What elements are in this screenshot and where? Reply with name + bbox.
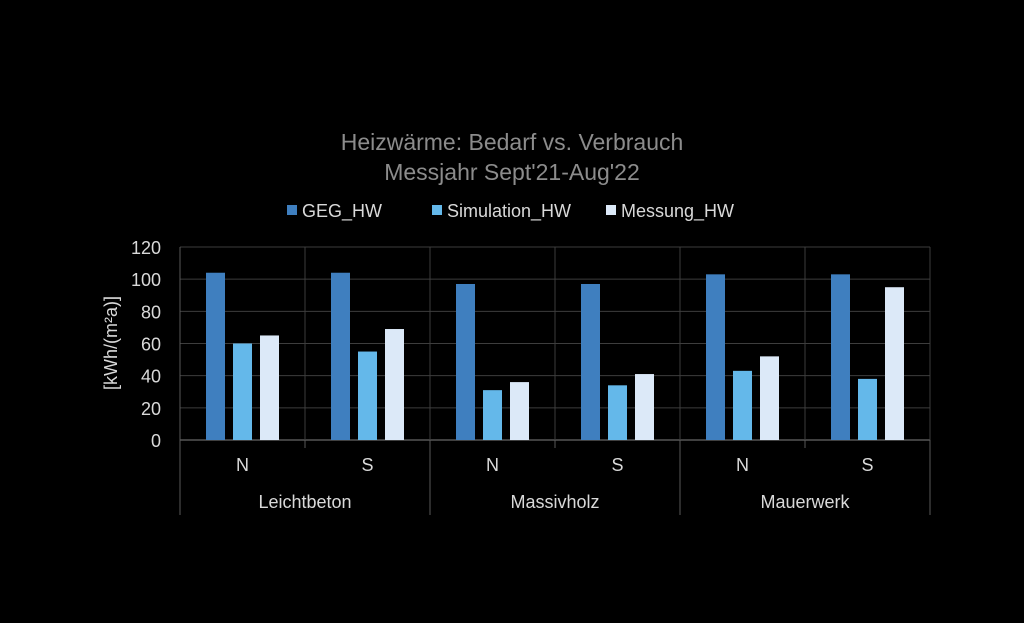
bar-geg-hw [456,283,475,440]
y-tick-label: 60 [141,335,161,355]
y-axis-label: [kWh/(m²a)] [101,296,121,390]
bar-simulation-hw [733,370,752,440]
legend-swatch [432,205,442,215]
legend-label: Simulation_HW [447,201,571,222]
y-tick-label: 20 [141,399,161,419]
bar-geg-hw [581,283,600,440]
legend-swatch [606,205,616,215]
y-tick-label: 80 [141,302,161,322]
grid [179,246,931,441]
bar-geg-hw [206,272,225,440]
y-tick-label: 100 [131,270,161,290]
bar-simulation-hw [483,390,502,440]
y-tick-label: 0 [151,431,161,451]
chart-subtitle: Messjahr Sept'21-Aug'22 [384,159,640,185]
bar-simulation-hw [358,351,377,440]
y-tick-label: 40 [141,367,161,387]
legend-label: Messung_HW [621,201,734,222]
x-tick-label: N [486,455,499,475]
bar-simulation-hw [233,343,252,440]
y-tick-label: 120 [131,238,161,258]
legend-label: GEG_HW [302,201,382,222]
group-label: Leichtbeton [258,492,351,512]
chart-title: Heizwärme: Bedarf vs. Verbrauch [341,129,684,155]
bar-simulation-hw [608,385,627,440]
bar-messung-hw [635,374,654,440]
bar-messung-hw [510,382,529,440]
group-label: Massivholz [510,492,599,512]
bar-geg-hw [706,274,725,440]
legend-swatch [287,205,297,215]
bar-simulation-hw [858,378,877,440]
x-tick-label: N [236,455,249,475]
bar-messung-hw [885,287,904,440]
legend: GEG_HW Simulation_HW Messung_HW [287,201,734,222]
axes: 0 20 40 60 80 100 120 N S N S N S Leichtbeton Massivho… [131,238,931,515]
bar-messung-hw [760,356,779,440]
group-label: Mauerwerk [760,492,850,512]
x-tick-label: N [736,455,749,475]
bar-geg-hw [831,274,850,440]
bar-geg-hw [331,272,350,440]
x-tick-label: S [611,455,623,475]
bar-messung-hw [260,335,279,440]
bars [206,272,904,440]
x-tick-label: S [861,455,873,475]
bar-messung-hw [385,329,404,440]
x-tick-label: S [361,455,373,475]
